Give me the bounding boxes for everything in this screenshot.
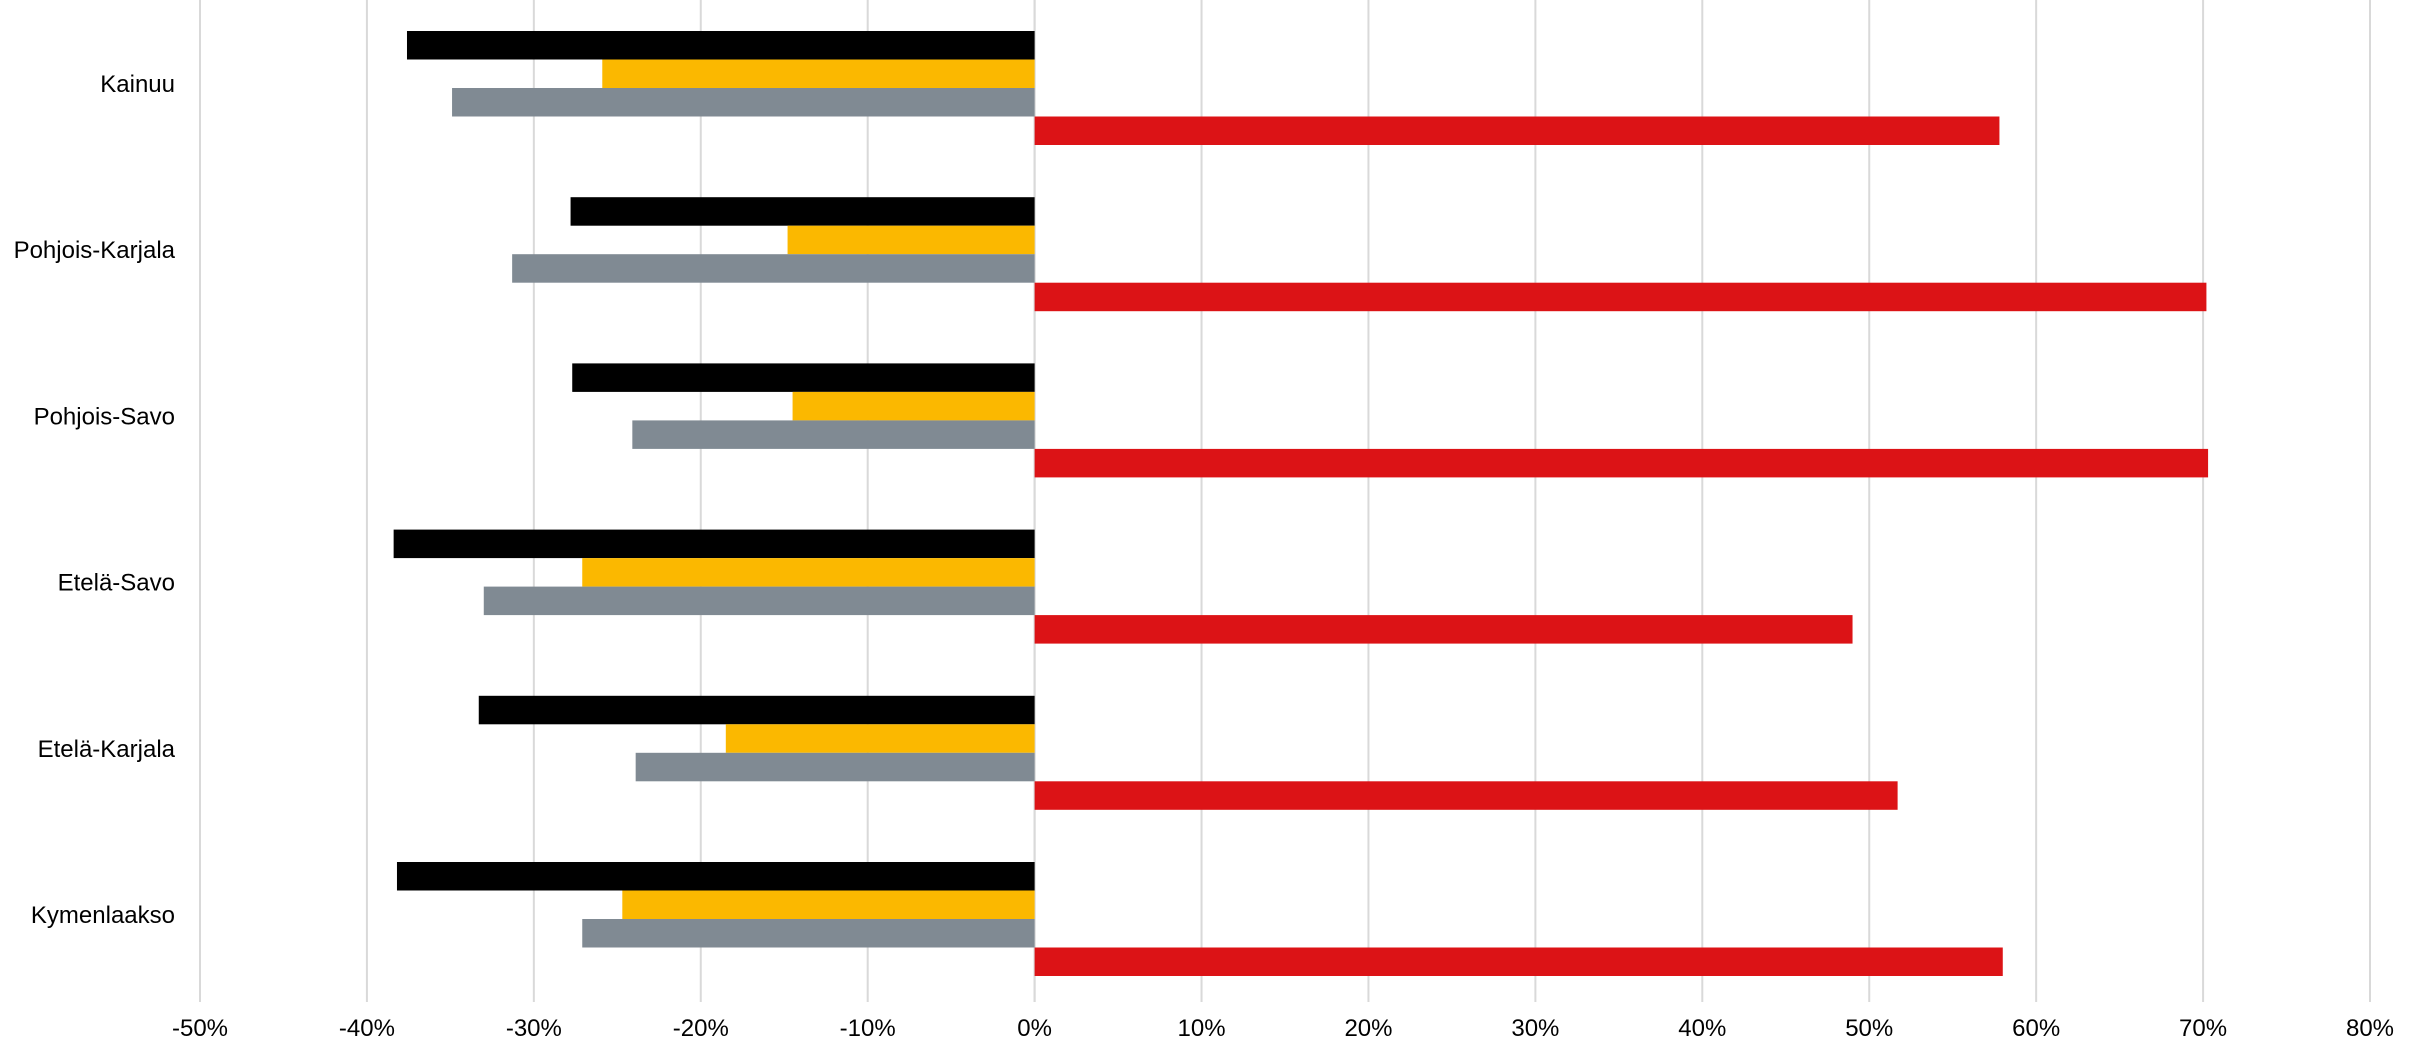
bar <box>1034 116 2000 145</box>
bar <box>572 363 1035 392</box>
x-tick-label: 0% <box>1017 1015 1052 1042</box>
bar <box>602 59 1035 88</box>
bar-series <box>393 31 2209 976</box>
x-tick-label: 80% <box>2346 1015 2394 1042</box>
category-label: Kainuu <box>100 71 175 98</box>
bar <box>483 586 1035 616</box>
bar <box>406 31 1035 60</box>
x-tick-label: 70% <box>2179 1015 2227 1042</box>
bar <box>792 391 1035 421</box>
bar <box>632 420 1035 449</box>
bar <box>725 724 1035 753</box>
bar <box>1034 615 1853 644</box>
category-label: Etelä-Savo <box>58 570 175 597</box>
x-tick-label: 20% <box>1344 1015 1392 1042</box>
x-axis-ticks: -50% -40% -30% -20% -10% 0% 10% 20% 30% 40% 50% 60%… <box>172 1015 2394 1042</box>
bar <box>1034 781 1898 810</box>
gridlines <box>199 0 2371 1002</box>
x-tick-label: -50% <box>172 1015 228 1042</box>
bar <box>1034 282 2207 312</box>
x-tick-label: 30% <box>1511 1015 1559 1042</box>
x-tick-label: -30% <box>506 1015 562 1042</box>
category-label: Pohjois-Savo <box>34 403 175 430</box>
bar <box>393 529 1035 559</box>
category-label: Pohjois-Karjala <box>14 237 176 264</box>
bar <box>582 558 1035 587</box>
x-tick-label: 50% <box>1845 1015 1893 1042</box>
x-tick-label: 60% <box>2012 1015 2060 1042</box>
bar <box>787 225 1035 255</box>
x-tick-label: 10% <box>1178 1015 1226 1042</box>
bar <box>622 890 1035 919</box>
bar <box>478 695 1035 725</box>
x-tick-label: -40% <box>339 1015 395 1042</box>
bar <box>582 919 1035 948</box>
bar <box>570 197 1035 226</box>
bar <box>635 752 1035 782</box>
bar <box>1034 448 2209 478</box>
y-axis-categories: Kainuu Pohjois-Karjala Pohjois-Savo Etelä-S… <box>14 71 176 929</box>
category-label: Etelä-Karjala <box>38 736 176 763</box>
category-label: Kymenlaakso <box>31 902 175 929</box>
bar <box>396 862 1035 891</box>
x-tick-label: -20% <box>673 1015 729 1042</box>
bar <box>1034 947 2003 976</box>
x-tick-label: -10% <box>840 1015 896 1042</box>
bar <box>452 88 1035 117</box>
bar <box>512 254 1035 283</box>
x-tick-label: 40% <box>1678 1015 1726 1042</box>
